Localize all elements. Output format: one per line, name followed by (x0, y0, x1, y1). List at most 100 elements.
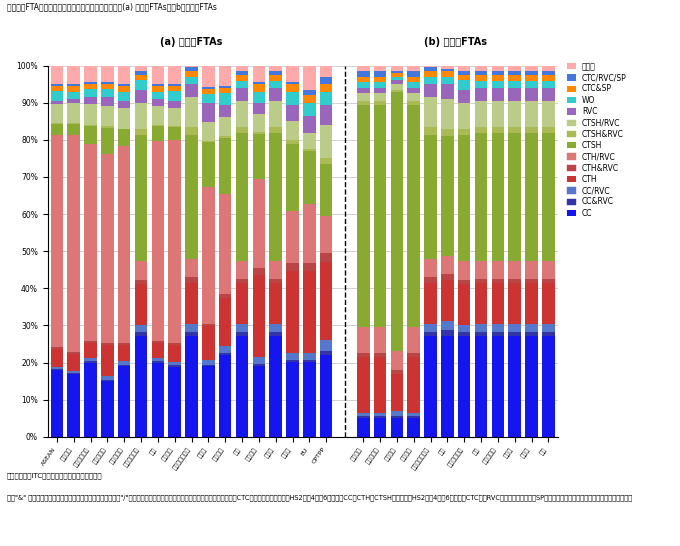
Bar (101, 82, 114, 84)
Bar (202, 140, 215, 143)
Bar (236, 324, 248, 332)
Bar (374, 418, 386, 437)
Bar (236, 66, 248, 71)
Bar (303, 360, 316, 362)
Bar (374, 93, 386, 101)
Bar (407, 88, 420, 93)
Bar (441, 275, 454, 280)
Bar (303, 103, 316, 116)
Bar (509, 133, 521, 260)
Bar (525, 336, 538, 437)
Bar (152, 363, 164, 437)
Bar (84, 82, 97, 84)
Bar (50, 100, 63, 104)
Bar (152, 92, 164, 99)
Bar (407, 93, 420, 101)
Bar (67, 352, 80, 354)
Bar (320, 104, 333, 125)
Bar (67, 103, 80, 123)
Bar (441, 71, 454, 77)
Bar (101, 106, 114, 127)
Bar (169, 66, 181, 84)
Bar (441, 330, 454, 336)
Bar (50, 86, 63, 91)
Bar (492, 324, 504, 332)
Bar (252, 275, 265, 357)
Bar (269, 127, 282, 133)
Bar (390, 76, 403, 80)
Bar (357, 327, 369, 353)
Bar (424, 127, 437, 135)
Bar (135, 71, 148, 75)
Bar (525, 283, 538, 324)
Bar (407, 327, 420, 353)
Bar (320, 216, 333, 253)
Bar (390, 411, 403, 417)
Bar (50, 349, 63, 367)
Bar (84, 341, 97, 343)
Bar (152, 86, 164, 92)
Bar (84, 361, 97, 363)
Bar (424, 135, 437, 259)
Bar (475, 280, 488, 283)
Bar (169, 140, 181, 343)
Bar (320, 253, 333, 262)
Bar (118, 84, 131, 86)
Bar (202, 87, 215, 88)
Bar (458, 262, 471, 280)
Legend: その他, CTC/RVC/SP, CTC&SP, WO, RVC, CTSH/RVC, CTSH&RVC, CTSH, CTH/RVC, CTH&RVC, CT: その他, CTC/RVC/SP, CTC&SP, WO, RVC, CTSH/R… (566, 62, 626, 218)
Bar (509, 80, 521, 88)
Bar (219, 93, 231, 104)
Bar (492, 80, 504, 88)
Bar (424, 283, 437, 324)
Bar (219, 353, 231, 355)
Bar (390, 92, 403, 352)
Bar (357, 71, 369, 76)
Bar (101, 127, 114, 128)
Text: (a) 日本のFTAs: (a) 日本のFTAs (160, 37, 222, 47)
Bar (84, 124, 97, 126)
Bar (525, 332, 538, 336)
Bar (303, 133, 316, 150)
Bar (374, 417, 386, 418)
Bar (407, 76, 420, 82)
Bar (135, 80, 148, 90)
Bar (374, 357, 386, 413)
Bar (407, 101, 420, 104)
Bar (252, 134, 265, 179)
Bar (202, 143, 215, 187)
Bar (390, 66, 403, 71)
Bar (118, 101, 131, 108)
Bar (492, 332, 504, 336)
Bar (424, 324, 437, 332)
Bar (219, 355, 231, 437)
Bar (202, 122, 215, 140)
Bar (286, 105, 299, 122)
Bar (152, 358, 164, 361)
Bar (118, 343, 131, 345)
Bar (236, 80, 248, 88)
Bar (407, 417, 420, 418)
Bar (252, 103, 265, 114)
Bar (135, 280, 148, 284)
Bar (390, 84, 403, 90)
Bar (509, 75, 521, 80)
Bar (357, 104, 369, 327)
Bar (509, 260, 521, 280)
Bar (202, 326, 215, 360)
Bar (252, 366, 265, 437)
Bar (441, 69, 454, 71)
Bar (475, 101, 488, 127)
Bar (67, 354, 80, 371)
Bar (84, 104, 97, 124)
Bar (236, 280, 248, 283)
Bar (252, 179, 265, 268)
Bar (542, 336, 555, 437)
Bar (303, 204, 316, 263)
Bar (492, 66, 504, 71)
Bar (236, 71, 248, 75)
Bar (185, 67, 198, 71)
Bar (101, 376, 114, 380)
Bar (475, 80, 488, 88)
Bar (252, 66, 265, 82)
